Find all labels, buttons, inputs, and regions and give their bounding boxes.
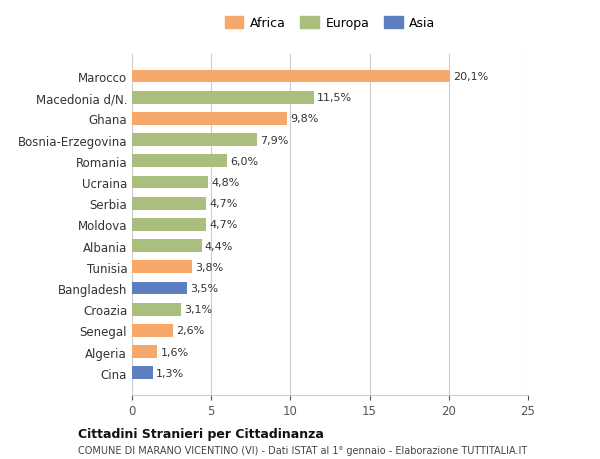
Text: 3,8%: 3,8% bbox=[196, 262, 224, 272]
Text: 4,7%: 4,7% bbox=[209, 199, 238, 209]
Bar bbox=[132, 240, 202, 252]
Text: 9,8%: 9,8% bbox=[290, 114, 319, 124]
Text: 4,8%: 4,8% bbox=[211, 178, 239, 188]
Bar bbox=[132, 92, 314, 104]
Bar bbox=[132, 197, 206, 210]
Text: 2,6%: 2,6% bbox=[176, 326, 205, 336]
Bar bbox=[132, 261, 192, 274]
Bar bbox=[132, 303, 181, 316]
Bar bbox=[132, 218, 206, 231]
Bar bbox=[132, 134, 257, 147]
Text: 1,6%: 1,6% bbox=[161, 347, 188, 357]
Text: 6,0%: 6,0% bbox=[230, 157, 259, 167]
Text: 4,7%: 4,7% bbox=[209, 220, 238, 230]
Bar bbox=[132, 113, 287, 125]
Bar bbox=[132, 282, 187, 295]
Bar bbox=[132, 155, 227, 168]
Text: 11,5%: 11,5% bbox=[317, 93, 352, 103]
Bar bbox=[132, 346, 157, 358]
Text: 3,5%: 3,5% bbox=[191, 283, 219, 293]
Bar bbox=[132, 176, 208, 189]
Bar bbox=[132, 71, 451, 83]
Text: 3,1%: 3,1% bbox=[184, 304, 212, 314]
Text: 1,3%: 1,3% bbox=[156, 368, 184, 378]
Legend: Africa, Europa, Asia: Africa, Europa, Asia bbox=[224, 17, 436, 30]
Bar bbox=[132, 325, 173, 337]
Text: Cittadini Stranieri per Cittadinanza: Cittadini Stranieri per Cittadinanza bbox=[78, 427, 324, 440]
Text: 4,4%: 4,4% bbox=[205, 241, 233, 251]
Text: 7,9%: 7,9% bbox=[260, 135, 289, 146]
Text: COMUNE DI MARANO VICENTINO (VI) - Dati ISTAT al 1° gennaio - Elaborazione TUTTIT: COMUNE DI MARANO VICENTINO (VI) - Dati I… bbox=[78, 445, 527, 455]
Bar bbox=[132, 367, 152, 379]
Text: 20,1%: 20,1% bbox=[454, 72, 489, 82]
